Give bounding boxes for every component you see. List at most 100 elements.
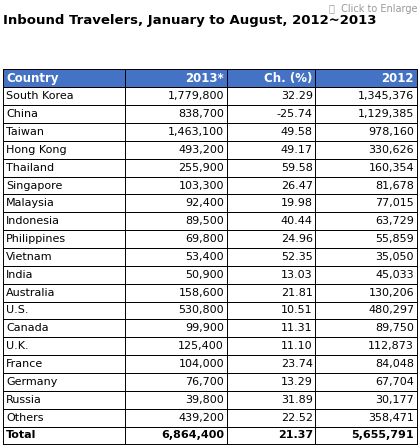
Bar	[315, 212, 417, 230]
Bar	[3, 230, 125, 248]
Text: 84,048: 84,048	[375, 359, 414, 369]
Text: Canada: Canada	[6, 323, 48, 333]
Text: 52.35: 52.35	[281, 252, 313, 262]
Text: -25.74: -25.74	[277, 109, 313, 119]
Text: 50,900: 50,900	[185, 270, 224, 280]
Text: 13.29: 13.29	[281, 377, 313, 387]
Bar	[125, 212, 226, 230]
Bar	[315, 248, 417, 266]
Text: 99,900: 99,900	[185, 323, 224, 333]
Text: 35,050: 35,050	[375, 252, 414, 262]
Text: 24.96: 24.96	[281, 234, 313, 244]
Bar	[125, 87, 226, 105]
Text: Ch. (%): Ch. (%)	[265, 72, 313, 85]
Text: 77,015: 77,015	[375, 198, 414, 208]
Text: ⌕  Click to Enlarge: ⌕ Click to Enlarge	[329, 4, 418, 13]
Text: 23.74: 23.74	[281, 359, 313, 369]
Bar	[226, 230, 315, 248]
Text: 13.03: 13.03	[281, 270, 313, 280]
Bar	[315, 123, 417, 141]
Bar	[3, 87, 125, 105]
Text: 92,400: 92,400	[185, 198, 224, 208]
Text: Inbound Travelers, January to August, 2012~2013: Inbound Travelers, January to August, 20…	[3, 14, 377, 27]
Bar	[3, 266, 125, 284]
Bar	[125, 337, 226, 355]
Text: 63,729: 63,729	[375, 216, 414, 226]
Bar	[125, 141, 226, 159]
Text: 67,704: 67,704	[375, 377, 414, 387]
Bar	[226, 355, 315, 373]
Bar	[125, 248, 226, 266]
Text: 76,700: 76,700	[185, 377, 224, 387]
Bar	[3, 355, 125, 373]
Bar	[125, 194, 226, 212]
Text: 21.37: 21.37	[278, 431, 313, 440]
Bar	[226, 391, 315, 409]
Text: Taiwan: Taiwan	[6, 127, 44, 137]
Bar	[3, 212, 125, 230]
Bar	[315, 87, 417, 105]
Bar	[125, 319, 226, 337]
Text: 89,750: 89,750	[375, 323, 414, 333]
Bar	[315, 319, 417, 337]
Text: 1,463,100: 1,463,100	[168, 127, 224, 137]
Text: 40.44: 40.44	[281, 216, 313, 226]
Bar	[3, 319, 125, 337]
Text: 5,655,791: 5,655,791	[352, 431, 414, 440]
Text: 493,200: 493,200	[178, 145, 224, 155]
Bar	[125, 426, 226, 444]
Text: 160,354: 160,354	[368, 163, 414, 172]
Bar	[226, 87, 315, 105]
Text: Malaysia: Malaysia	[6, 198, 55, 208]
Text: China: China	[6, 109, 38, 119]
Bar	[3, 373, 125, 391]
Bar	[125, 159, 226, 177]
Text: 330,626: 330,626	[368, 145, 414, 155]
Bar	[125, 123, 226, 141]
Bar	[315, 284, 417, 302]
Text: 530,800: 530,800	[178, 306, 224, 315]
Bar	[315, 141, 417, 159]
Text: France: France	[6, 359, 43, 369]
Text: Indonesia: Indonesia	[6, 216, 60, 226]
Text: Germany: Germany	[6, 377, 57, 387]
Bar	[226, 302, 315, 319]
Text: U.K.: U.K.	[6, 341, 29, 351]
Bar	[125, 355, 226, 373]
Text: 69,800: 69,800	[185, 234, 224, 244]
Bar	[315, 69, 417, 87]
Bar	[226, 337, 315, 355]
Text: Hong Kong: Hong Kong	[6, 145, 66, 155]
Text: Australia: Australia	[6, 288, 55, 297]
Bar	[3, 302, 125, 319]
Text: 130,206: 130,206	[368, 288, 414, 297]
Bar	[125, 284, 226, 302]
Bar	[125, 409, 226, 426]
Bar	[3, 284, 125, 302]
Text: 39,800: 39,800	[185, 395, 224, 405]
Bar	[3, 123, 125, 141]
Bar	[315, 391, 417, 409]
Bar	[315, 426, 417, 444]
Text: 59.58: 59.58	[281, 163, 313, 172]
Text: 255,900: 255,900	[178, 163, 224, 172]
Text: 81,678: 81,678	[375, 181, 414, 190]
Text: Others: Others	[6, 413, 43, 422]
Bar	[226, 409, 315, 426]
Text: 30,177: 30,177	[375, 395, 414, 405]
Text: 1,129,385: 1,129,385	[358, 109, 414, 119]
Bar	[226, 69, 315, 87]
Bar	[3, 409, 125, 426]
Text: 10.51: 10.51	[281, 306, 313, 315]
Bar	[315, 337, 417, 355]
Bar	[315, 355, 417, 373]
Text: Thailand: Thailand	[6, 163, 54, 172]
Bar	[125, 373, 226, 391]
Text: 49.17: 49.17	[281, 145, 313, 155]
Text: 6,864,400: 6,864,400	[161, 431, 224, 440]
Text: 978,160: 978,160	[368, 127, 414, 137]
Bar	[226, 284, 315, 302]
Text: 103,300: 103,300	[178, 181, 224, 190]
Text: Philippines: Philippines	[6, 234, 66, 244]
Bar	[315, 177, 417, 194]
